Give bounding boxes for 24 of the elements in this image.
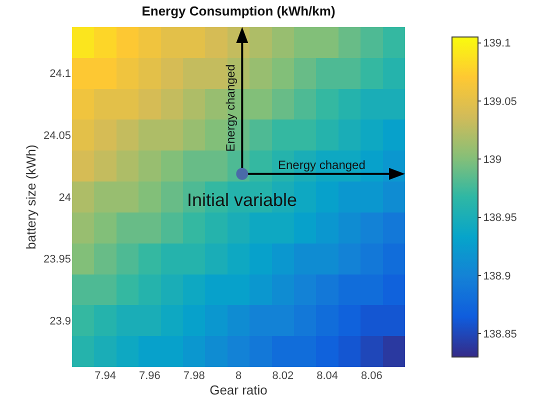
y-axis-title: battery size (kWh) <box>23 144 38 250</box>
x-tick-label: 8 <box>235 370 242 382</box>
annotation: Energy changed <box>278 158 366 172</box>
annotation: Initial variable <box>187 190 298 210</box>
annotation: Energy changed <box>224 64 238 152</box>
y-tick-label: 23.9 <box>50 315 71 328</box>
color-bar-label: 139.05 <box>483 96 517 108</box>
y-tick-label: 24.05 <box>43 130 71 142</box>
y-tick-label: 23.95 <box>43 254 71 266</box>
x-tick-label: 7.96 <box>138 370 160 382</box>
y-tick-label: 24.1 <box>50 68 71 80</box>
x-tick-label: 8.04 <box>316 370 338 382</box>
chart-title: Energy Consumption (kWh/km) <box>142 3 336 18</box>
color-bar-label: 139 <box>483 154 502 166</box>
x-axis-title: Gear ratio <box>210 382 268 398</box>
x-tick-label: 7.98 <box>183 370 205 382</box>
color-bar-label: 138.85 <box>483 328 517 341</box>
x-tick-label: 8.02 <box>272 370 294 382</box>
x-tick-label: 7.94 <box>94 370 116 382</box>
y-tick-label: 24 <box>58 192 71 204</box>
x-tick-label: 8.06 <box>360 370 382 382</box>
color-bar-label: 138.9 <box>483 270 511 282</box>
color-bar-label: 138.95 <box>483 212 517 224</box>
color-bar-label: 139.1 <box>483 38 511 50</box>
